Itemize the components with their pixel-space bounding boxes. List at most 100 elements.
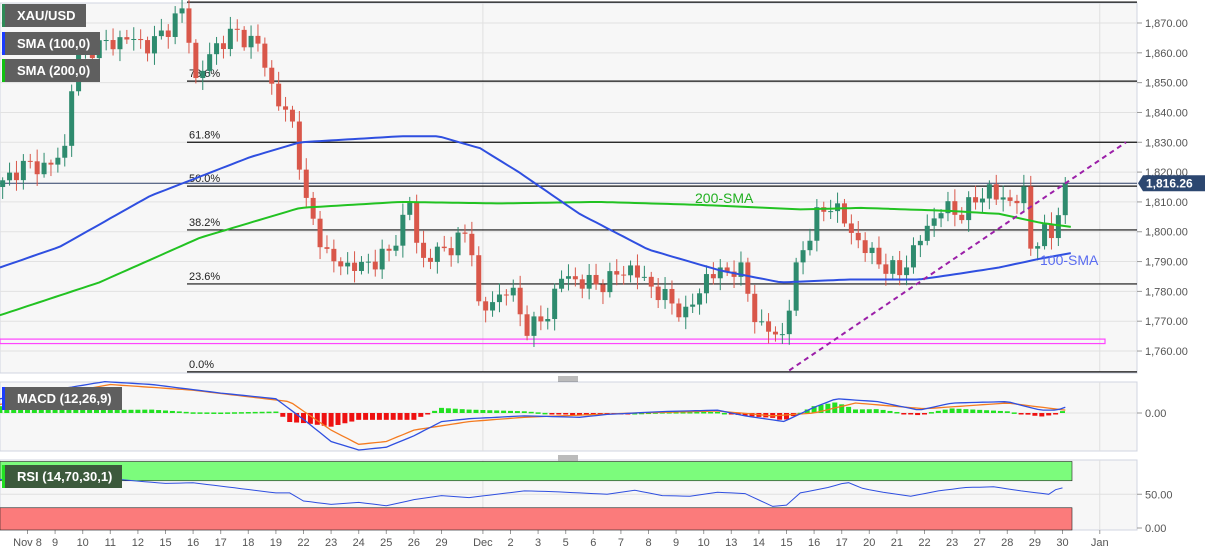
price-tick-label: 1,860.00 <box>1145 48 1188 60</box>
macd-histogram-bar <box>880 409 886 413</box>
macd-histogram-bar <box>52 407 58 413</box>
candle-body <box>917 240 923 246</box>
candle-body <box>855 232 861 241</box>
price-tick-label: 1,830.00 <box>1145 137 1188 149</box>
sma100-label: 100-SMA <box>1040 252 1099 268</box>
macd-histogram-bar <box>183 411 189 414</box>
candle-body <box>772 331 778 335</box>
candle-body <box>786 310 792 335</box>
macd-histogram-bar <box>114 409 120 413</box>
candle-body <box>303 169 309 198</box>
macd-histogram-bar <box>94 408 99 413</box>
candle-body <box>241 29 247 48</box>
candle-body <box>248 35 254 48</box>
support-zone <box>0 338 1106 345</box>
macd-histogram-bar <box>418 413 424 417</box>
candle-body <box>904 267 910 276</box>
macd-line <box>0 380 1066 451</box>
macd-histogram-bar <box>991 410 996 413</box>
price-panel <box>0 2 1138 374</box>
candle-body <box>352 262 358 271</box>
candle-body <box>200 70 206 79</box>
macd-histogram-bar <box>363 413 369 420</box>
rsi-tick-label: 0.00 <box>1145 523 1166 535</box>
macd-histogram-bar <box>169 410 175 413</box>
fib-label: 0.0% <box>189 359 214 371</box>
candle-body <box>1048 224 1054 239</box>
candle-body <box>345 262 351 267</box>
macd-histogram-bar <box>984 410 990 413</box>
macd-histogram-bar <box>280 413 286 417</box>
candle-body <box>938 213 944 219</box>
macd-histogram-bar <box>970 409 976 413</box>
macd-histogram-bar <box>266 411 272 414</box>
candle-body <box>683 306 689 318</box>
date-label: 28 <box>1001 537 1013 549</box>
candle-body <box>1028 186 1034 249</box>
macd-histogram-bar <box>639 412 645 415</box>
candle-body <box>579 279 585 289</box>
trendline <box>788 141 1127 372</box>
date-label: 9 <box>52 537 58 549</box>
candle-body <box>614 271 620 275</box>
candle-body <box>220 43 226 50</box>
macd-histogram-bar <box>673 412 679 414</box>
candle-body <box>835 203 841 212</box>
date-label: 11 <box>105 537 116 549</box>
macd-histogram-bar <box>514 411 520 413</box>
candle-body <box>607 271 613 293</box>
candle-body <box>766 321 772 332</box>
price-tick-label: 1,850.00 <box>1145 78 1188 90</box>
date-label: 23 <box>946 537 958 549</box>
legend-macd[interactable]: MACD (12,26,9) <box>2 387 122 410</box>
legend-rsi[interactable]: RSI (14,70,30,1) <box>2 465 123 488</box>
date-label: 2 <box>507 537 513 549</box>
macd-histogram-bar <box>935 410 941 413</box>
candle-body <box>966 197 972 221</box>
candle-body <box>738 262 744 277</box>
macd-histogram-bar <box>176 411 182 413</box>
candle-body <box>110 40 116 50</box>
date-label: 24 <box>353 537 365 549</box>
candle-body <box>559 278 565 289</box>
date-label: 17 <box>836 537 848 549</box>
candle-body <box>662 288 668 301</box>
macd-histogram-bar <box>376 413 382 420</box>
candle-body <box>655 286 661 301</box>
legend-sma200[interactable]: SMA (200,0) <box>2 59 101 82</box>
price-tick-label: 1,780.00 <box>1145 286 1188 298</box>
candle-body <box>710 274 716 279</box>
candle-body <box>7 172 13 181</box>
candle-body <box>151 36 157 54</box>
candle-body <box>193 42 199 79</box>
candle-body <box>979 198 985 203</box>
candle-body <box>55 157 61 165</box>
price-tick-label: 1,760.00 <box>1145 346 1188 358</box>
macd-histogram-bar <box>404 413 410 420</box>
date-label: 18 <box>242 537 254 549</box>
candle-body <box>814 207 820 241</box>
macd-histogram-bar <box>1025 413 1031 415</box>
macd-histogram-bar <box>432 410 438 413</box>
candle-body <box>296 121 302 170</box>
macd-histogram-bar <box>328 413 334 427</box>
candle-body <box>628 265 634 276</box>
candle-body <box>565 276 571 279</box>
candle-body <box>510 287 516 296</box>
candle-body <box>669 288 675 304</box>
legend-sma100[interactable]: SMA (100,0) <box>2 32 101 55</box>
candle-body <box>317 218 323 248</box>
macd-histogram-bar <box>1060 411 1065 413</box>
candle-body <box>117 37 123 50</box>
candle-body <box>469 233 475 256</box>
candle-body <box>1000 197 1006 200</box>
macd-histogram-bar <box>473 409 479 413</box>
legend-symbol[interactable]: XAU/USD <box>2 4 86 27</box>
candle-body <box>172 13 178 37</box>
macd-histogram-bar <box>307 413 313 424</box>
candle-body <box>800 250 806 263</box>
rsi-overbought-zone <box>0 461 1073 482</box>
candle-body <box>338 261 344 267</box>
